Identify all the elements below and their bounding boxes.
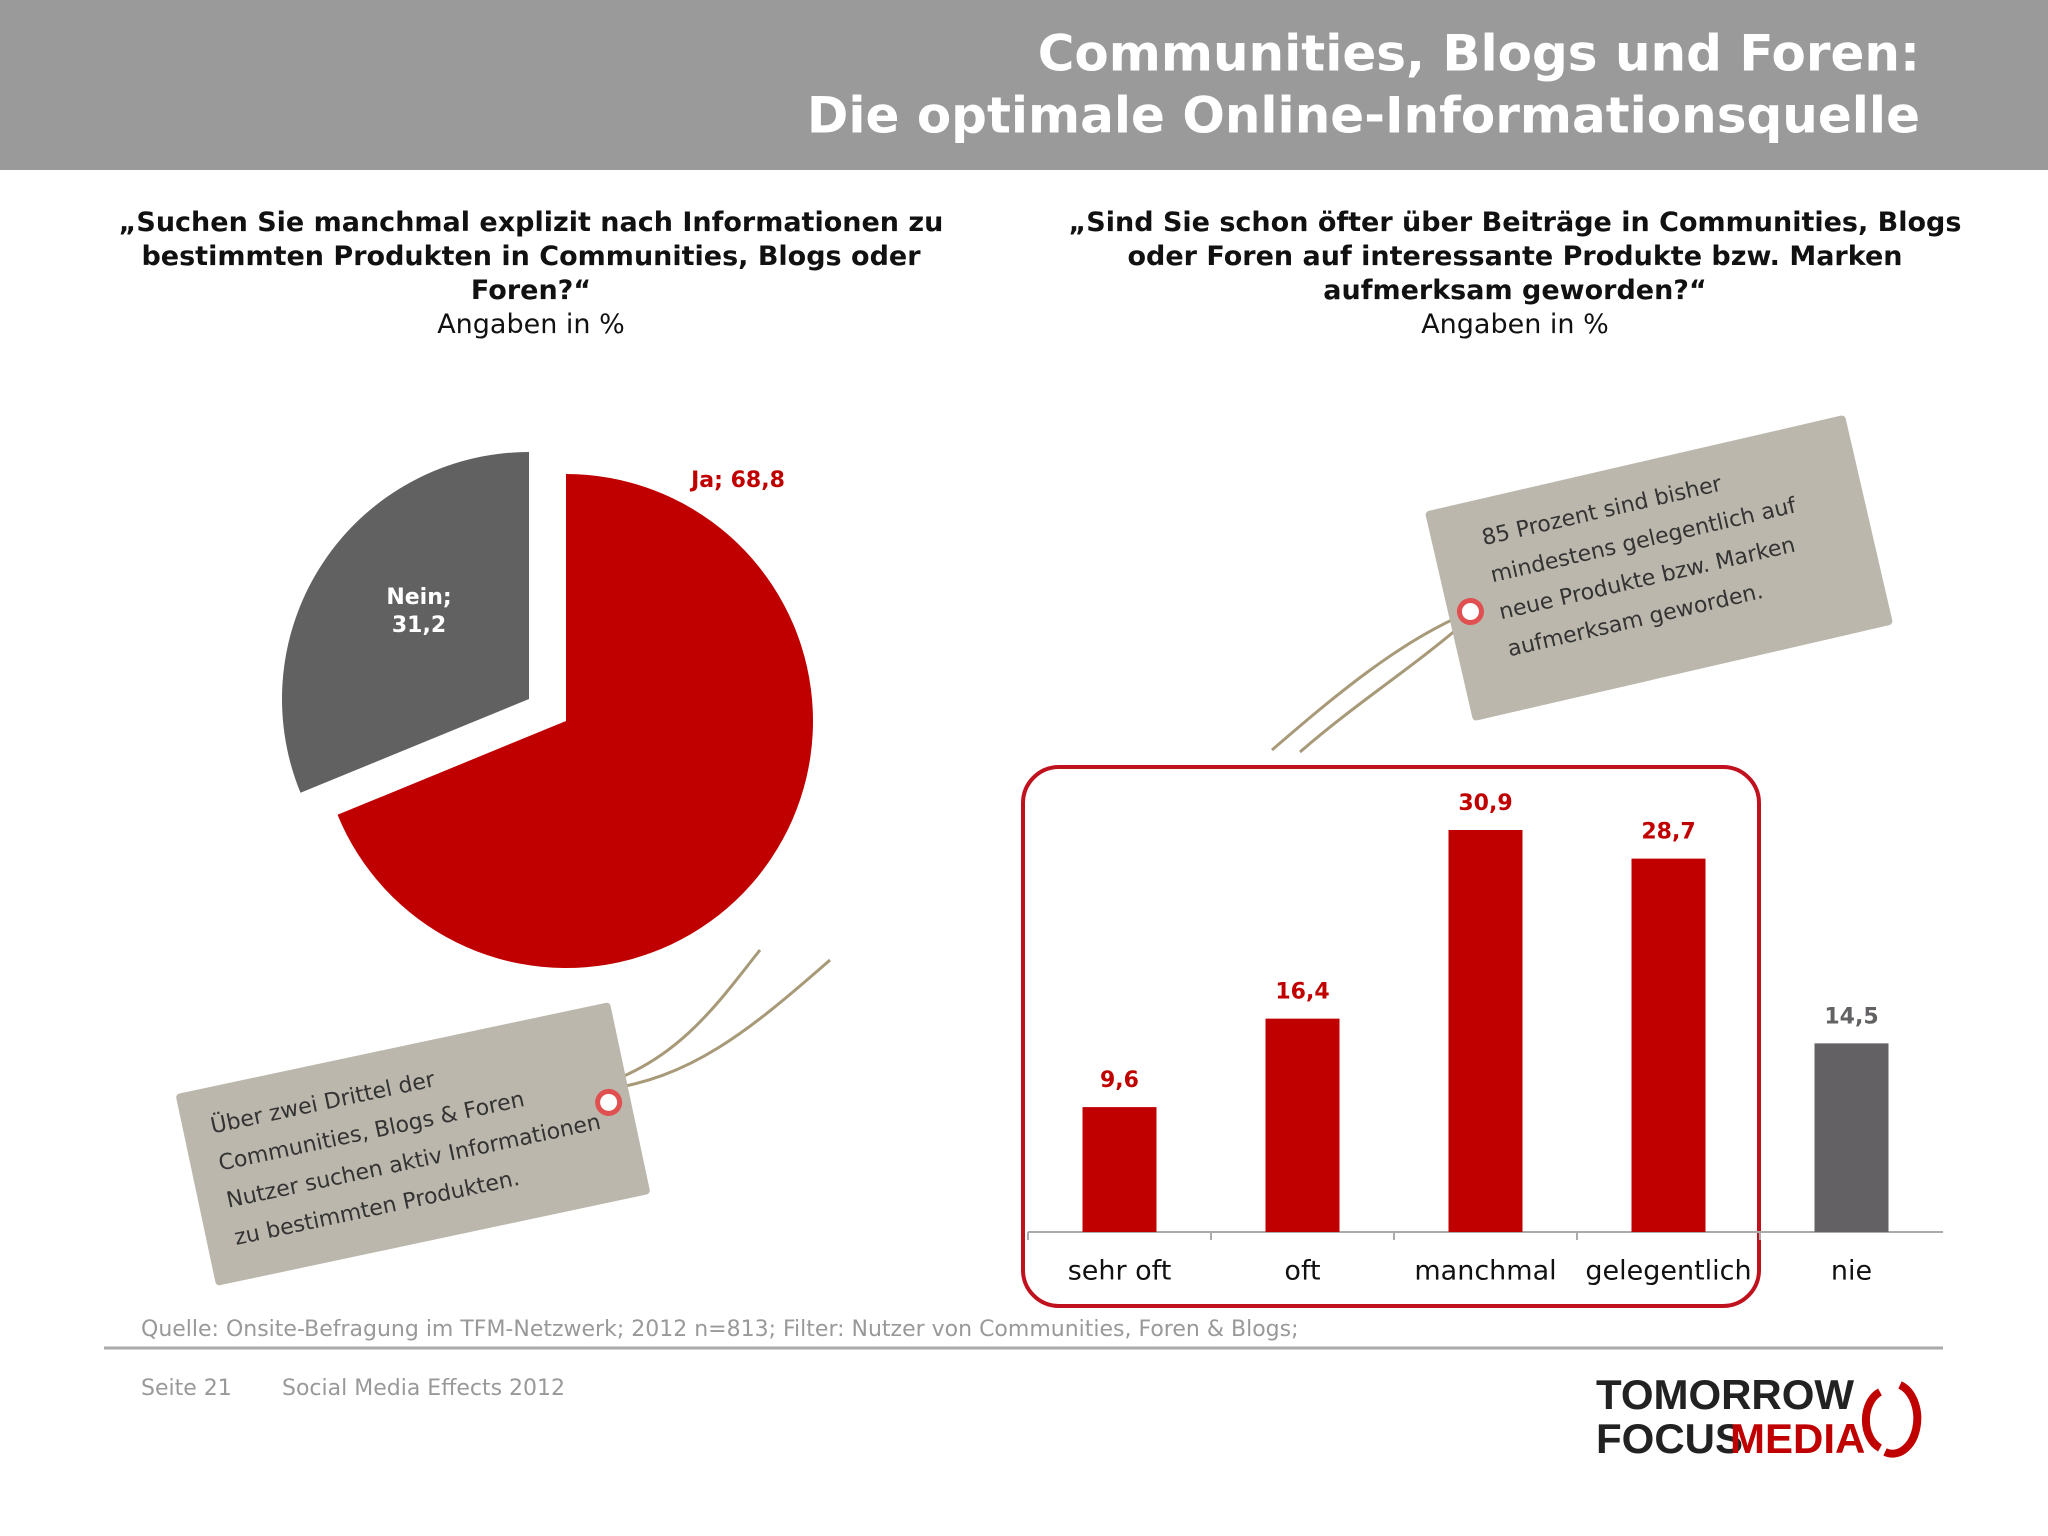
question: „Sind Sie schon öfter über Beiträge in C… — [1045, 206, 1985, 342]
page-number: Seite 21 — [141, 1376, 232, 1401]
chart-subtitle: Angaben in % — [437, 309, 625, 340]
bar — [1448, 830, 1523, 1232]
header-title: Communities, Blogs und Foren: — [1038, 25, 1920, 83]
x-tick-label: gelegentlich — [1585, 1256, 1751, 1287]
data-label: Ja; 68,8 — [689, 468, 785, 493]
chart-title: „Sind Sie schon öfter über Beiträge in C… — [1068, 207, 1962, 306]
source: Quelle: Onsite-Befragung im TFM-Netzwerk… — [141, 1317, 1299, 1342]
tag-body — [176, 1002, 650, 1286]
logo: TOMORROW FOCUS MEDIA — [1596, 1371, 1865, 1462]
data-label: 9,6 — [1100, 1068, 1139, 1093]
bar — [1631, 858, 1706, 1232]
highlight-box — [1021, 765, 1761, 1308]
tag-eyelet — [1456, 598, 1484, 626]
tag-string — [599, 949, 831, 1092]
bar — [1265, 1018, 1340, 1232]
data-label: 16,4 — [1275, 980, 1329, 1005]
bar — [1814, 1043, 1889, 1232]
logo-mark — [1883, 1381, 1922, 1458]
data-label: 30,9 — [1458, 791, 1512, 816]
pie-slice — [337, 474, 813, 968]
logo-text: FOCUS — [1596, 1415, 1743, 1462]
question: „Suchen Sie manchmal explizit nach Infor… — [91, 206, 971, 342]
tag-string — [1271, 610, 1471, 754]
x-tick-label: sehr oft — [1068, 1256, 1172, 1287]
tag-eyelet — [595, 1088, 623, 1116]
data-label: Nein; 31,2 — [386, 585, 452, 638]
data-label: 28,7 — [1641, 820, 1695, 845]
chart-subtitle: Angaben in % — [1421, 309, 1609, 340]
logo-text: MEDIA — [1730, 1415, 1865, 1462]
header-title: Die optimale Online-Informationsquelle — [807, 87, 1920, 145]
header-band — [0, 0, 2048, 170]
x-tick-label: manchmal — [1414, 1256, 1556, 1287]
x-tick-label: oft — [1284, 1256, 1320, 1287]
tag-body — [1425, 415, 1893, 721]
chart-title: „Suchen Sie manchmal explizit nach Infor… — [118, 207, 944, 306]
logo-mark — [1861, 1388, 1883, 1452]
logo-text: TOMORROW — [1596, 1371, 1854, 1418]
bar — [1082, 1107, 1157, 1232]
report-name: Social Media Effects 2012 — [282, 1376, 565, 1401]
data-label: 14,5 — [1824, 1004, 1878, 1029]
x-tick-label: nie — [1831, 1256, 1872, 1287]
pie-slice — [281, 451, 529, 793]
